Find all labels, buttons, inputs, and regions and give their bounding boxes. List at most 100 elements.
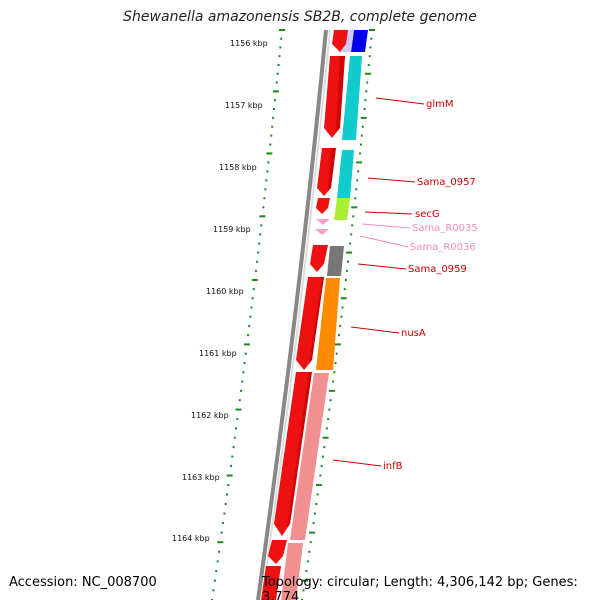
genome-summary: Topology: circular; Length: 4,306,142 bp… xyxy=(262,575,578,600)
gene-leaders xyxy=(332,97,425,467)
scale-tick-dot xyxy=(278,55,281,58)
scale-tick-major xyxy=(272,90,279,93)
kbp-label: 1164 kbp xyxy=(172,534,210,543)
scale-tick-dot xyxy=(319,474,322,477)
scale-tick-dot xyxy=(249,315,252,318)
cog-pink-block-1 xyxy=(290,373,329,540)
scale-tick-major xyxy=(351,206,358,209)
kbp-ruler: 1156 kbp 1157 kbp 1158 kbp 1159 kbp 1160… xyxy=(172,39,268,543)
scale-tick-dot xyxy=(329,399,332,402)
scale-tick-dot xyxy=(328,408,331,411)
scale-tick-dot xyxy=(354,197,357,200)
scale-tick-dot xyxy=(222,522,225,525)
scale-tick-dot xyxy=(264,188,267,191)
scale-tick-dot xyxy=(263,197,266,200)
scale-tick-major xyxy=(328,389,335,392)
scale-tick-dot xyxy=(262,206,265,209)
scale-tick-dot xyxy=(347,260,350,263)
scale-tick-dot xyxy=(242,371,245,374)
scale-tick-dot xyxy=(215,570,218,573)
scale-tick-dot xyxy=(351,224,354,227)
scale-tick-dot xyxy=(323,446,326,449)
scale-tick-dot xyxy=(276,72,279,75)
scale-tick-dot xyxy=(252,288,255,291)
backbone-line xyxy=(256,29,328,600)
scale-tick-dot xyxy=(334,361,337,364)
scale-tick-dot xyxy=(316,493,319,496)
scale-tick-dot xyxy=(341,306,344,309)
scale-tick-major xyxy=(315,483,322,486)
scale-tick-dot xyxy=(231,455,234,458)
scale-tick-major xyxy=(235,408,242,411)
scale-tick-dot xyxy=(320,465,323,468)
dotted-scale-inner xyxy=(301,29,375,600)
map-title: Shewanella amazonensis SB2B, complete ge… xyxy=(123,9,477,25)
scale-tick-dot xyxy=(213,579,216,582)
scale-tick-dot xyxy=(271,125,274,128)
cog-gray-block xyxy=(327,246,344,276)
scale-tick-dot xyxy=(273,108,276,111)
backbone-highlight xyxy=(261,29,331,600)
gene-arrow-top xyxy=(332,30,348,52)
scale-tick-dot xyxy=(260,224,263,227)
rna-arrow-r0036 xyxy=(315,229,329,235)
scale-tick-dot xyxy=(369,46,372,49)
scale-tick-dot xyxy=(349,242,352,245)
scale-tick-dot xyxy=(364,99,367,102)
gene-arrow-bottom-2 xyxy=(261,566,281,600)
scale-tick-dot xyxy=(361,125,364,128)
kbp-label: 1162 kbp xyxy=(191,411,229,420)
cog-pink-block-2 xyxy=(281,543,303,600)
scale-tick-dot xyxy=(236,417,239,420)
gene-label-samar0036: Sama_R0036 xyxy=(410,242,476,253)
scale-tick-dot xyxy=(267,161,270,164)
scale-tick-dot xyxy=(333,371,336,374)
scale-tick-dot xyxy=(256,260,259,263)
scale-tick-dot xyxy=(257,251,260,254)
scale-tick-major xyxy=(346,251,353,254)
scale-tick-dot xyxy=(367,63,370,66)
scale-tick-dot xyxy=(357,170,360,173)
scale-tick-dot xyxy=(345,269,348,272)
scale-tick-dot xyxy=(229,465,232,468)
scale-tick-dot xyxy=(370,37,373,40)
scale-tick-dot xyxy=(232,446,235,449)
scale-tick-dot xyxy=(350,233,353,236)
scale-tick-dot xyxy=(308,550,311,553)
scale-tick-dot xyxy=(313,512,316,515)
rna-arrow-r0035 xyxy=(316,219,330,225)
scale-tick-dot xyxy=(227,483,230,486)
gene-arrow-infB xyxy=(274,372,312,536)
scale-tick-major xyxy=(340,297,347,300)
scale-tick-dot xyxy=(315,503,318,506)
scale-tick-dot xyxy=(309,541,312,544)
scale-tick-dot xyxy=(266,170,269,173)
scale-tick-dot xyxy=(272,116,275,119)
scale-tick-major xyxy=(322,436,329,439)
scale-tick-dot xyxy=(217,550,220,553)
scale-tick-major xyxy=(369,29,375,31)
scale-tick-dot xyxy=(223,512,226,515)
scale-tick-major xyxy=(301,579,308,582)
scale-tick-dot xyxy=(355,188,358,191)
dotted-scale-outer xyxy=(211,29,285,600)
scale-tick-dot xyxy=(352,215,355,218)
scale-tick-dot xyxy=(269,143,272,146)
scale-tick-dot xyxy=(275,81,278,84)
scale-tick-dot xyxy=(258,242,261,245)
scale-tick-dot xyxy=(226,493,229,496)
kbp-label: 1159 kbp xyxy=(213,225,251,234)
kbp-label: 1163 kbp xyxy=(182,473,220,482)
scale-tick-major xyxy=(266,152,273,155)
scale-tick-dot xyxy=(224,503,227,506)
scale-tick-dot xyxy=(363,108,366,111)
scale-tick-dot xyxy=(233,436,236,439)
gene-arrow-nusA xyxy=(296,277,324,370)
scale-tick-dot xyxy=(250,306,253,309)
scale-tick-dot xyxy=(356,179,359,182)
scale-tick-major xyxy=(309,531,316,534)
scale-tick-major xyxy=(356,161,363,164)
scale-tick-major xyxy=(364,72,371,75)
scale-tick-dot xyxy=(321,455,324,458)
scale-tick-dot xyxy=(332,380,335,383)
